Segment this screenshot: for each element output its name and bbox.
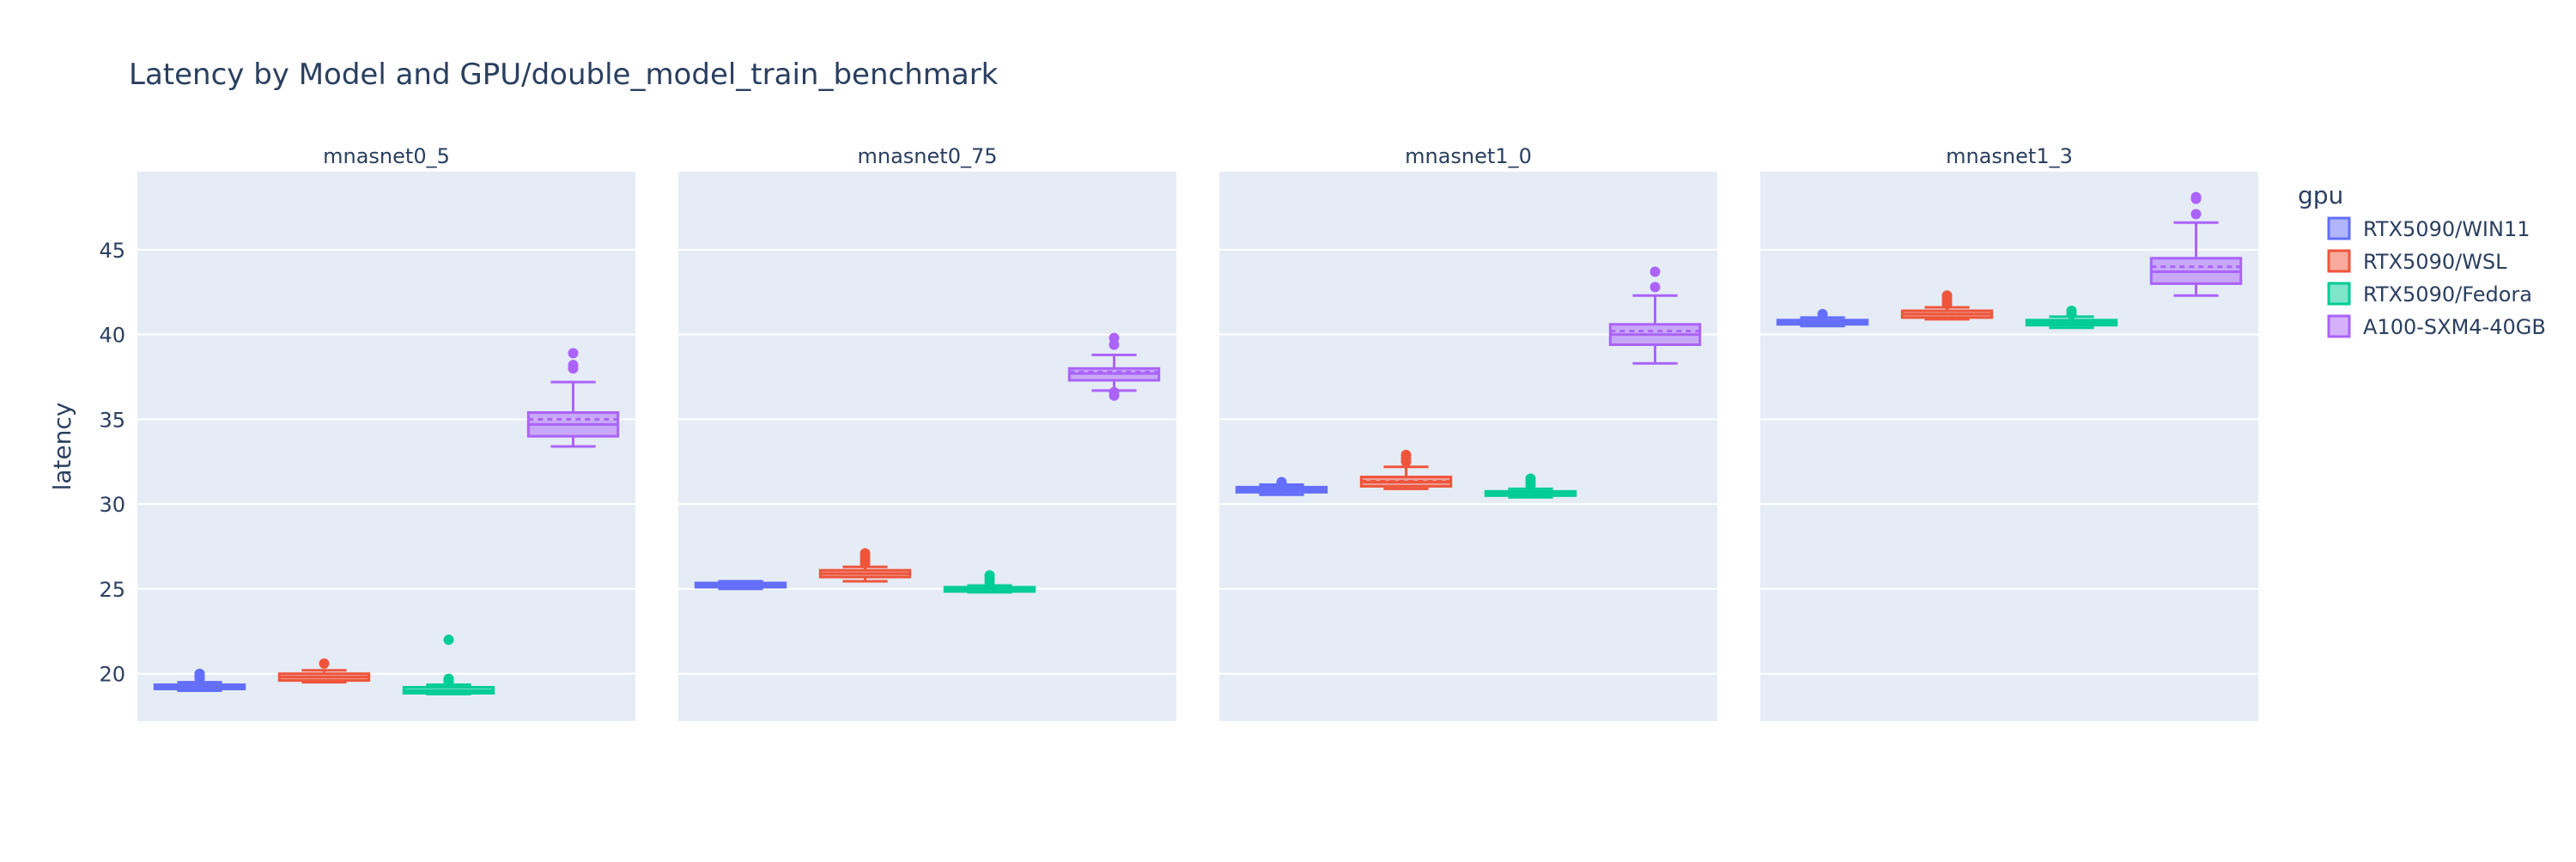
y-tick-label: 30 — [99, 493, 125, 517]
box-A100-SXM4-40GB — [1067, 332, 1161, 401]
box-RTX5090/WIN11 — [153, 668, 246, 692]
plot-area — [678, 172, 1176, 721]
outlier-point — [1649, 266, 1661, 277]
chart-title: Latency by Model and GPU/double_model_tr… — [129, 58, 999, 92]
panel-title: mnasnet1_0 — [1405, 144, 1532, 168]
legend-swatch — [2327, 282, 2351, 306]
panel-mnasnet1_0: mnasnet1_0 — [1219, 144, 1717, 721]
box-RTX5090/WSL — [1359, 449, 1453, 490]
outlier-point — [1525, 473, 1536, 484]
outlier-point — [2066, 305, 2077, 316]
panel-mnasnet1_3: mnasnet1_3 — [1760, 144, 2258, 721]
box-RTX5090/Fedora — [943, 570, 1036, 594]
legend-item: A100-SXM4-40GB — [2327, 314, 2546, 339]
y-tick-label: 20 — [99, 663, 125, 687]
legend-item: RTX5090/WIN11 — [2327, 216, 2530, 241]
panel-mnasnet0_75: mnasnet0_75 — [678, 144, 1176, 721]
box-RTX5090/WIN11 — [1235, 477, 1328, 496]
panel-mnasnet0_5: mnasnet0_5 — [137, 144, 635, 721]
legend-swatch — [2327, 216, 2351, 240]
legend-item: RTX5090/Fedora — [2327, 282, 2532, 307]
box-RTX5090/Fedora — [402, 634, 495, 695]
outlier-point — [568, 348, 579, 359]
panel-title: mnasnet1_3 — [1946, 144, 2073, 168]
box-RTX5090/WSL — [1900, 290, 1994, 321]
box-RTX5090/WIN11 — [694, 580, 787, 591]
legend-label: RTX5090/WIN11 — [2363, 217, 2530, 241]
outlier-point — [1400, 449, 1412, 460]
outlier-point — [443, 673, 454, 684]
panels-layer: 20 25 30 35 40 45 mnasnet0_5 mnasnet0_75 mnasnet… — [99, 144, 2258, 721]
box-RTX5090/WSL — [277, 658, 371, 684]
box-A100-SXM4-40GB — [1608, 266, 1702, 365]
outlier-point — [319, 658, 330, 669]
outlier-point — [568, 360, 579, 371]
box-RTX5090/Fedora — [2025, 305, 2118, 330]
outlier-point — [1649, 282, 1661, 293]
plot-area — [1219, 172, 1717, 721]
y-axis-label: latency — [48, 403, 76, 491]
outlier-point — [984, 570, 995, 581]
outlier-point — [1276, 477, 1287, 488]
box-RTX5090/WSL — [818, 548, 912, 583]
outlier-point — [2190, 209, 2202, 220]
legend-label: RTX5090/Fedora — [2363, 282, 2532, 307]
y-tick-label: 35 — [99, 408, 125, 432]
legend-label: RTX5090/WSL — [2363, 250, 2507, 274]
legend-item: RTX5090/WSL — [2327, 249, 2507, 274]
box-RTX5090/Fedora — [1484, 473, 1577, 499]
legend-swatch — [2327, 314, 2351, 338]
y-tick-label: 25 — [99, 578, 125, 602]
box-A100-SXM4-40GB — [526, 348, 620, 448]
panel-title: mnasnet0_5 — [323, 144, 450, 168]
outlier-point — [194, 668, 205, 679]
outlier-point — [1109, 332, 1120, 343]
panel-title: mnasnet0_75 — [858, 144, 998, 168]
box-A100-SXM4-40GB — [2149, 191, 2243, 297]
y-tick-label: 40 — [99, 324, 125, 348]
outlier-point — [443, 634, 454, 646]
outlier-point — [860, 548, 871, 559]
outlier-point — [1817, 308, 1828, 319]
box-RTX5090/WIN11 — [1776, 308, 1869, 328]
outlier-point — [1941, 290, 1953, 301]
legend-title: gpu — [2298, 181, 2343, 209]
y-tick-label: 45 — [99, 239, 125, 263]
plot-area — [1760, 172, 2258, 721]
legend: gpu RTX5090/WIN11 RTX5090/WSL RTX5090/Fedo… — [2298, 181, 2546, 339]
outlier-point — [2190, 191, 2202, 203]
legend-label: A100-SXM4-40GB — [2363, 315, 2546, 339]
outlier-point — [1109, 386, 1120, 398]
legend-swatch — [2327, 249, 2351, 273]
